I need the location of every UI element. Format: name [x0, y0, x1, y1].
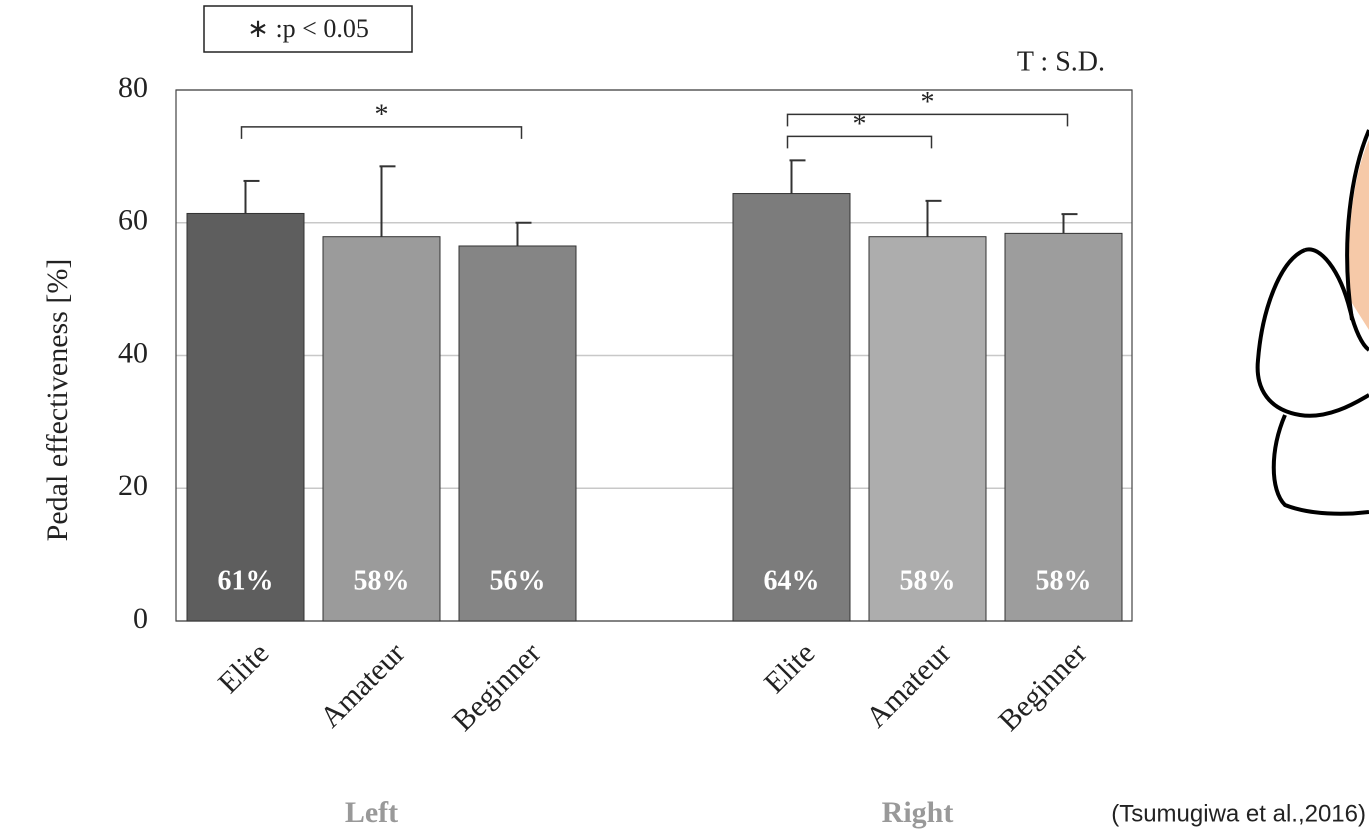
cartoon [1258, 130, 1369, 514]
source: (Tsumugiwa et al.,2016) [1111, 800, 1366, 827]
value-label: 58% [900, 565, 956, 596]
value-label: 58% [1036, 565, 1092, 596]
bar [187, 213, 304, 621]
value-label: 64% [764, 565, 820, 596]
x-tick-label: Elite [758, 636, 821, 699]
value-label: 56% [490, 565, 546, 596]
error-note: T : S.D. [1017, 46, 1105, 77]
significance-label: * [853, 109, 867, 140]
chart: ∗ :p < 0.05 T : S.D. Pedal effectiveness… [0, 0, 1369, 839]
value-label: 61% [218, 565, 274, 596]
y-tick-label: 20 [118, 469, 148, 502]
bar [733, 194, 850, 621]
bar [869, 237, 986, 621]
x-tick-label: Elite [212, 636, 275, 699]
x-tick-label: Amateur [314, 636, 412, 734]
x-tick-label: Amateur [860, 636, 958, 734]
x-tick-label: Beginner [992, 636, 1093, 737]
group-label: Right [882, 796, 954, 829]
y-tick-label: 0 [133, 602, 148, 635]
y-tick-label: 60 [118, 204, 148, 237]
bar [323, 237, 440, 621]
bar [1005, 233, 1122, 621]
significance-label: * [921, 87, 935, 118]
y-tick-label: 80 [118, 71, 148, 104]
significance-label: * [375, 99, 389, 130]
y-tick-label: 40 [118, 336, 148, 369]
x-tick-label: Beginner [446, 636, 547, 737]
value-label: 58% [354, 565, 410, 596]
legend-note: ∗ :p < 0.05 [247, 14, 369, 43]
group-label: Left [345, 796, 398, 829]
y-axis-label: Pedal effectiveness [%] [41, 259, 74, 542]
